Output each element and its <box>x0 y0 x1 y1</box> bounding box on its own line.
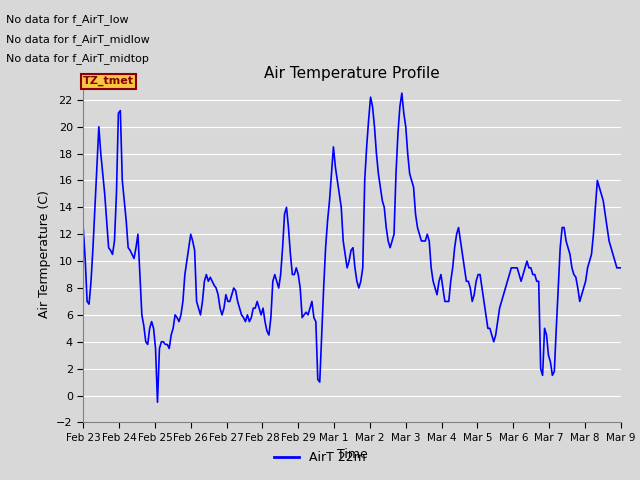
Text: No data for f_AirT_midtop: No data for f_AirT_midtop <box>6 53 149 64</box>
Text: No data for f_AirT_low: No data for f_AirT_low <box>6 14 129 25</box>
Y-axis label: Air Termperature (C): Air Termperature (C) <box>38 191 51 318</box>
Title: Air Temperature Profile: Air Temperature Profile <box>264 66 440 81</box>
X-axis label: Time: Time <box>337 448 367 461</box>
Text: TZ_tmet: TZ_tmet <box>83 76 134 86</box>
Legend: AirT 22m: AirT 22m <box>269 446 371 469</box>
Text: No data for f_AirT_midlow: No data for f_AirT_midlow <box>6 34 150 45</box>
